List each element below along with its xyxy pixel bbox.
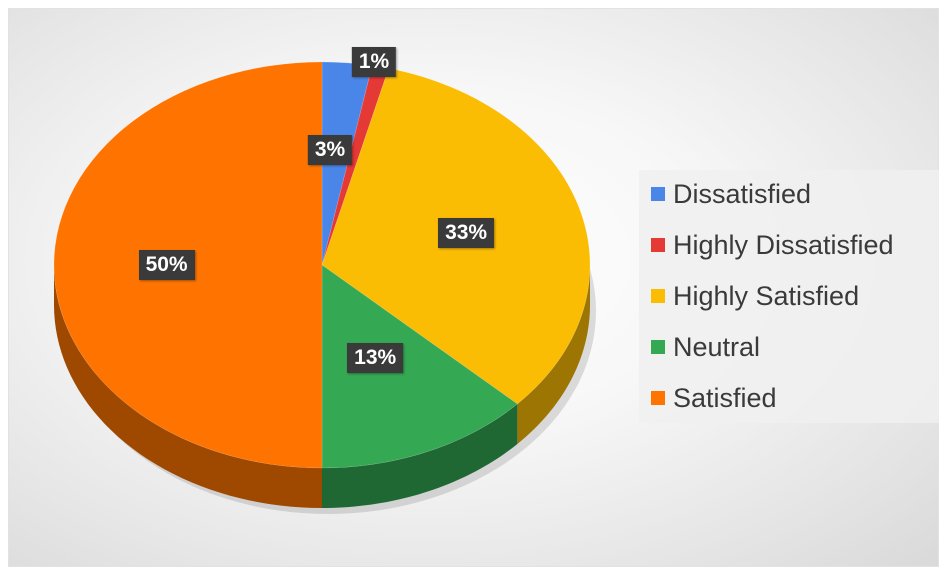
- legend: Dissatisfied Highly Dissatisfied Highly Sa…: [639, 170, 939, 423]
- legend-item-highly-satisfied: Highly Satisfied: [651, 280, 859, 312]
- legend-label: Highly Dissatisfied: [673, 230, 894, 261]
- legend-swatch: [651, 340, 665, 354]
- legend-item-highly-dissatisfied: Highly Dissatisfied: [651, 229, 894, 261]
- legend-item-neutral: Neutral: [651, 331, 760, 363]
- legend-item-dissatisfied: Dissatisfied: [651, 178, 811, 210]
- data-label-neutral: 13%: [347, 343, 403, 373]
- legend-label: Satisfied: [673, 383, 777, 414]
- legend-item-satisfied: Satisfied: [651, 382, 777, 414]
- legend-swatch: [651, 289, 665, 303]
- legend-swatch: [651, 238, 665, 252]
- data-label-satisfied: 50%: [139, 250, 195, 280]
- legend-label: Neutral: [673, 332, 760, 363]
- data-label-highly-satisfied: 33%: [438, 218, 494, 248]
- legend-swatch: [651, 187, 665, 201]
- data-label-highly-dissatisfied: 1%: [352, 47, 396, 77]
- legend-label: Dissatisfied: [673, 179, 811, 210]
- legend-label: Highly Satisfied: [673, 281, 859, 312]
- data-label-dissatisfied: 3%: [308, 135, 352, 165]
- legend-swatch: [651, 391, 665, 405]
